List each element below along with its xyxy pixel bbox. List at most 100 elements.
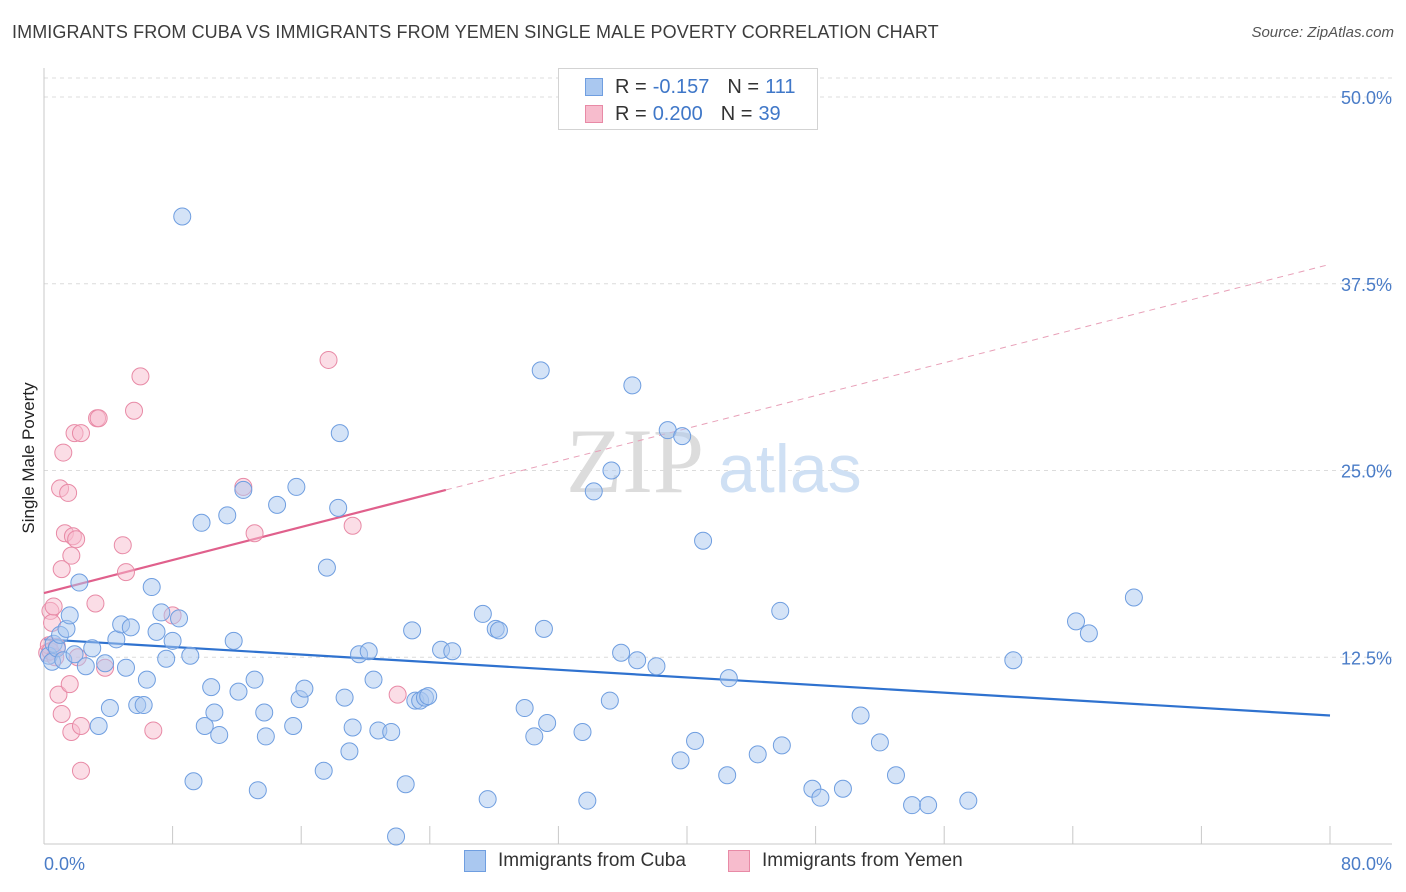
yemen-point-20 xyxy=(67,530,86,549)
cuba-point-63 xyxy=(403,621,422,640)
cuba-point-79 xyxy=(578,791,597,810)
yemen-point-32 xyxy=(131,367,150,386)
cuba-point-73 xyxy=(489,621,508,640)
cuba-point-99 xyxy=(833,779,852,798)
cuba-point-38 xyxy=(229,682,248,701)
cuba-point-7 xyxy=(60,606,79,625)
cuba-point-102 xyxy=(886,766,905,785)
cuba-point-83 xyxy=(612,643,631,662)
yemen-point-39 xyxy=(388,685,407,704)
cuba-point-17 xyxy=(116,658,135,677)
axes xyxy=(43,68,1392,845)
yemen-point-14 xyxy=(59,483,78,502)
cuba-point-31 xyxy=(192,513,211,532)
cuba-point-110 xyxy=(573,722,592,741)
cuba-point-80 xyxy=(584,482,603,501)
cuba-point-50 xyxy=(317,558,336,577)
cuba-point-45 xyxy=(284,716,303,735)
cuba-point-36 xyxy=(218,506,237,525)
cuba-point-10 xyxy=(76,657,95,676)
cuba-point-85 xyxy=(628,651,647,670)
yemen-point-15 xyxy=(60,675,79,694)
cuba-point-95 xyxy=(772,736,791,755)
cuba-point-42 xyxy=(255,703,274,722)
y-tick-label-0: 12.5% xyxy=(1341,648,1392,668)
cuba-point-77 xyxy=(534,619,553,638)
cuba-trend-line xyxy=(43,638,1331,717)
yemen-point-23 xyxy=(71,424,90,443)
yemen-point-10 xyxy=(52,560,71,579)
y-tick-label-3: 50.0% xyxy=(1341,88,1392,108)
cuba-point-75 xyxy=(525,727,544,746)
y-tick-label-1: 25.0% xyxy=(1341,462,1392,482)
cuba-point-71 xyxy=(478,790,497,809)
yemen-point-16 xyxy=(62,546,81,565)
cuba-point-107 xyxy=(1067,612,1086,631)
cuba-point-11 xyxy=(83,639,102,658)
cuba-point-106 xyxy=(1004,651,1023,670)
cuba-point-88 xyxy=(671,751,690,770)
cuba-point-18 xyxy=(121,618,140,637)
cuba-point-67 xyxy=(419,687,438,706)
yemen-point-31 xyxy=(125,401,144,420)
cuba-point-86 xyxy=(647,657,666,676)
yemen-point-11 xyxy=(52,705,71,724)
cuba-r-value: -0.157 xyxy=(652,75,710,98)
cuba-point-84 xyxy=(623,376,642,395)
cuba-point-25 xyxy=(157,649,176,668)
cuba-point-14 xyxy=(100,699,119,718)
cuba-point-8 xyxy=(65,645,84,664)
yemen-n-value: 39 xyxy=(758,102,781,125)
cuba-point-28 xyxy=(173,207,192,226)
cuba-point-44 xyxy=(268,495,287,514)
cuba-point-46 xyxy=(287,477,306,496)
cuba-point-23 xyxy=(147,622,166,641)
cuba-point-33 xyxy=(202,678,221,697)
cuba-point-105 xyxy=(959,791,978,810)
cuba-point-41 xyxy=(248,781,267,800)
yemen-point-25 xyxy=(86,594,105,613)
yemen-point-29 xyxy=(113,536,132,555)
cuba-point-82 xyxy=(602,461,621,480)
cuba-point-90 xyxy=(686,731,705,750)
cuba-point-54 xyxy=(340,742,359,761)
cuba-point-30 xyxy=(184,772,203,791)
cuba-point-100 xyxy=(851,706,870,725)
cuba-point-40 xyxy=(245,670,264,689)
cuba-point-92 xyxy=(718,766,737,785)
yemen-n-label: N = xyxy=(720,102,753,125)
legend-row-cuba: R = -0.157 N = 111 xyxy=(585,74,796,100)
cuba-point-49 xyxy=(314,761,333,780)
y-axis-label: Single Male Poverty xyxy=(19,382,38,534)
yemen-point-37 xyxy=(319,350,338,369)
cuba-point-101 xyxy=(870,733,889,752)
cuba-point-20 xyxy=(134,696,153,715)
yemen-swatch xyxy=(585,105,603,123)
cuba-n-value: 111 xyxy=(765,75,796,98)
cuba-point-26 xyxy=(163,631,182,650)
cuba-r-label: R = xyxy=(615,75,647,98)
correlation-legend: R = -0.157 N = 111 R = 0.200 N = 39 xyxy=(558,68,818,130)
cuba-point-52 xyxy=(330,424,349,443)
yemen-point-12 xyxy=(54,443,73,462)
yemen-point-24 xyxy=(71,716,90,735)
cuba-point-57 xyxy=(359,642,378,661)
cuba-swatch xyxy=(585,78,603,96)
cuba-point-22 xyxy=(142,578,161,597)
cuba-point-94 xyxy=(748,745,767,764)
cuba-point-27 xyxy=(170,609,189,628)
cuba-point-37 xyxy=(224,631,243,650)
cuba-point-76 xyxy=(531,361,550,380)
legend-item-cuba: Immigrants from Cuba xyxy=(464,850,686,872)
cuba-point-29 xyxy=(181,646,200,665)
cuba-point-109 xyxy=(1124,588,1143,607)
cuba-point-35 xyxy=(210,725,229,744)
cuba-point-78 xyxy=(538,713,557,732)
yemen-legend-label: Immigrants from Yemen xyxy=(762,850,963,871)
cuba-point-96 xyxy=(771,601,790,620)
yemen-r-value: 0.200 xyxy=(652,102,703,125)
yemen-point-5 xyxy=(44,597,63,616)
grid-lines xyxy=(44,77,1392,658)
cuba-point-62 xyxy=(396,775,415,794)
